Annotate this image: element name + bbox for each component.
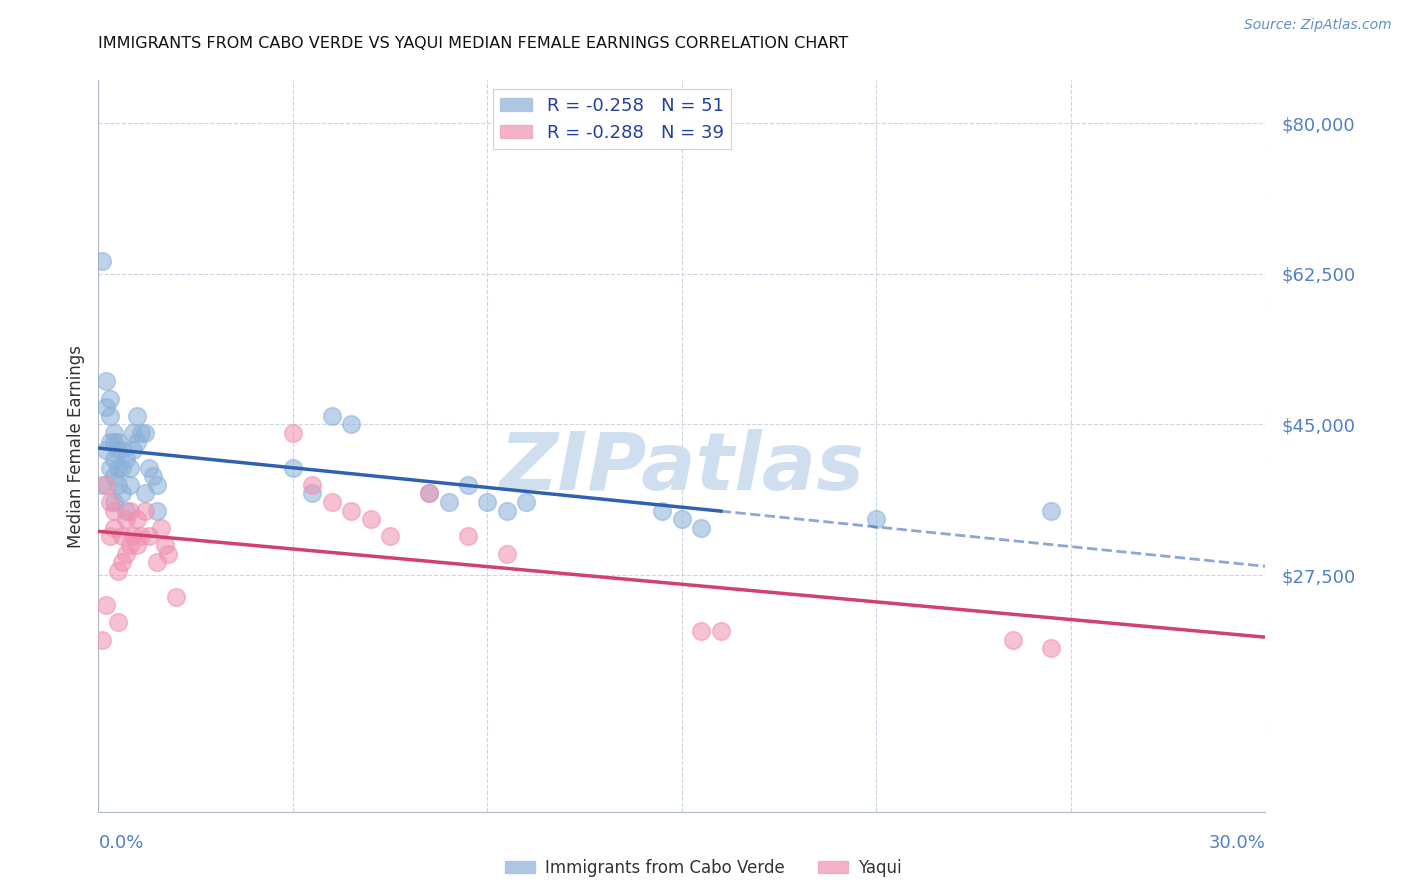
Text: ZIPatlas: ZIPatlas [499,429,865,507]
Point [103,495,125,509]
Point [1040,503,1063,517]
Point [651,503,673,517]
Point [129,426,152,441]
Point [710,624,733,638]
Point [96,375,118,389]
Point [127,538,149,552]
Point [437,495,460,509]
Point [418,486,440,500]
Point [107,434,129,449]
Point [118,503,141,517]
Point [107,460,129,475]
Point [103,469,125,483]
Point [111,443,134,458]
Point [301,477,323,491]
Point [321,495,343,509]
Point [690,624,713,638]
Point [114,547,136,561]
Point [96,443,118,458]
Point [360,512,382,526]
Point [134,503,156,517]
Point [301,486,323,500]
Point [138,529,160,543]
Point [114,451,136,466]
Point [457,477,479,491]
Point [103,434,125,449]
Point [127,434,149,449]
Point [103,521,125,535]
Point [111,486,134,500]
Point [98,392,121,406]
Point [146,477,169,491]
Point [477,495,499,509]
Point [122,443,145,458]
Text: 0.0%: 0.0% [98,834,143,852]
Point [96,401,118,415]
Point [418,486,440,500]
Point [122,426,145,441]
Point [103,503,125,517]
Point [495,547,517,561]
Point [96,477,118,491]
Text: IMMIGRANTS FROM CABO VERDE VS YAQUI MEDIAN FEMALE EARNINGS CORRELATION CHART: IMMIGRANTS FROM CABO VERDE VS YAQUI MEDI… [98,36,849,51]
Point [98,409,121,423]
Legend: R = -0.258   N = 51, R = -0.288   N = 39: R = -0.258 N = 51, R = -0.288 N = 39 [492,89,731,149]
Point [107,443,129,458]
Point [281,426,304,441]
Point [457,529,479,543]
Point [111,555,134,569]
Y-axis label: Median Female Earnings: Median Female Earnings [66,344,84,548]
Point [127,512,149,526]
Point [149,521,172,535]
Point [114,503,136,517]
Point [91,632,114,647]
Point [690,521,713,535]
Point [91,254,114,268]
Point [103,451,125,466]
Point [146,555,169,569]
Point [340,417,363,432]
Point [378,529,402,543]
Point [122,529,145,543]
Point [107,477,129,491]
Point [281,460,304,475]
Point [865,512,887,526]
Point [107,615,129,630]
Point [91,477,114,491]
Point [134,486,156,500]
Point [98,495,121,509]
Point [340,503,363,517]
Point [103,426,125,441]
Point [165,590,187,604]
Point [107,564,129,578]
Point [127,409,149,423]
Point [1001,632,1024,647]
Point [114,512,136,526]
Point [118,538,141,552]
Point [153,538,176,552]
Legend: Immigrants from Cabo Verde, Yaqui: Immigrants from Cabo Verde, Yaqui [498,853,908,884]
Point [157,547,180,561]
Point [142,469,165,483]
Point [98,529,121,543]
Point [98,434,121,449]
Point [146,503,169,517]
Text: 30.0%: 30.0% [1209,834,1265,852]
Point [515,495,537,509]
Point [129,529,152,543]
Point [111,529,134,543]
Point [671,512,693,526]
Text: Source: ZipAtlas.com: Source: ZipAtlas.com [1244,18,1392,32]
Point [134,426,156,441]
Point [118,477,141,491]
Point [111,460,134,475]
Point [1040,641,1063,656]
Point [98,460,121,475]
Point [118,460,141,475]
Point [321,409,343,423]
Point [495,503,517,517]
Point [96,598,118,612]
Point [138,460,160,475]
